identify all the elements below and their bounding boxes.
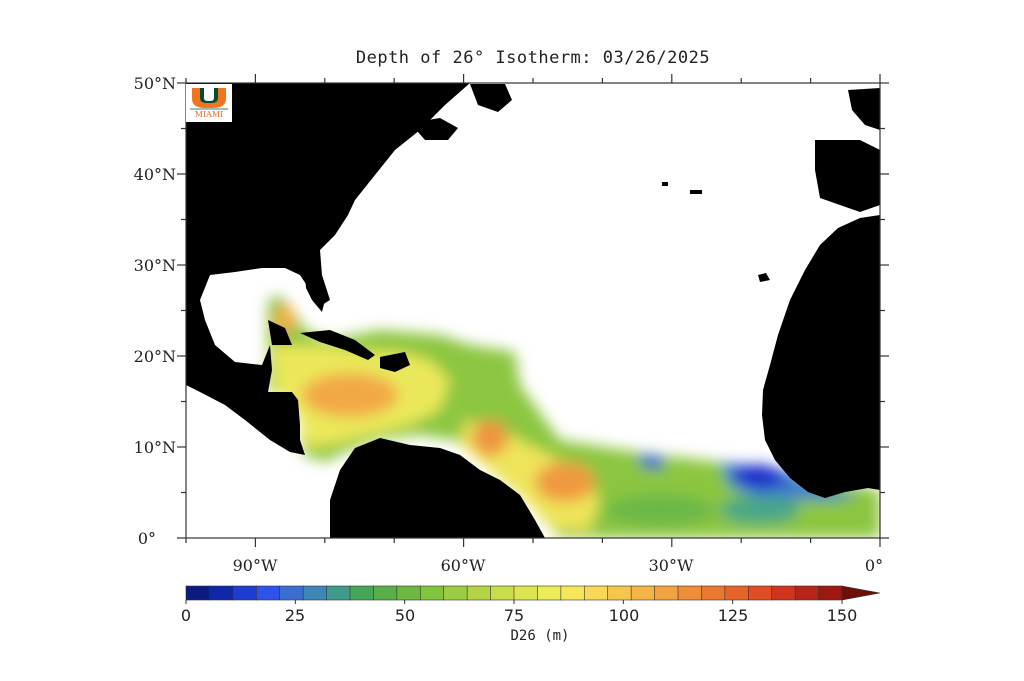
colorbar-tick-100: 100	[608, 606, 640, 625]
newfoundland	[470, 84, 512, 112]
colorbar-swatch	[513, 585, 539, 601]
colorbar-tick-150: 150	[826, 606, 858, 625]
axis-ticks	[177, 74, 889, 547]
logo-text: MIAMI	[194, 110, 224, 119]
colorbar-swatch	[771, 585, 796, 601]
south-america	[330, 438, 545, 538]
north-america	[186, 83, 470, 455]
colorbar-swatch	[396, 585, 421, 601]
colorbar-swatch	[373, 585, 398, 601]
colorbar-swatch	[724, 585, 749, 601]
y-tick-label-10n: 10°N	[133, 438, 176, 457]
colorbar	[185, 585, 881, 604]
colorbar-tick-25: 25	[284, 606, 306, 625]
colorbar-swatch	[490, 585, 515, 601]
colorbar-swatch	[747, 585, 773, 601]
colorbar-swatch	[677, 585, 703, 601]
colorbar-swatch	[349, 585, 375, 601]
colorbar-swatch	[419, 585, 445, 601]
d26-blue-patch	[640, 455, 665, 470]
d26-orange-carib	[302, 373, 398, 417]
colorbar-swatch	[560, 585, 585, 601]
colorbar-swatch	[255, 585, 281, 601]
colorbar-tick-125: 125	[717, 606, 749, 625]
x-tick-label-30w: 30°W	[648, 556, 694, 575]
d26-teal-midatl	[720, 496, 800, 524]
colorbar-swatch	[701, 585, 726, 601]
y-tick-label-50n: 50°N	[133, 74, 176, 93]
colorbar-tick-75: 75	[503, 606, 525, 625]
d26-green-midatl	[605, 494, 715, 526]
colorbar-swatch	[794, 585, 820, 601]
colorbar-overflow-arrow	[841, 585, 881, 601]
colorbar-swatch	[654, 585, 679, 601]
colorbar-tick-50: 50	[394, 606, 416, 625]
canary-islands	[758, 273, 770, 282]
cuba	[300, 330, 375, 360]
x-tick-label-0: 0°	[864, 556, 884, 575]
y-tick-label-0: 0°	[137, 529, 156, 548]
colorbar-swatch	[185, 585, 211, 601]
colorbar-swatch	[279, 585, 304, 601]
d26-guinea-deep-blue	[730, 464, 790, 490]
x-tick-label-90w: 90°W	[232, 556, 278, 575]
florida	[305, 275, 325, 312]
colorbar-swatch	[818, 585, 843, 601]
azores	[662, 182, 702, 194]
u-logo-icon	[190, 88, 228, 110]
africa	[762, 215, 880, 498]
colorbar-swatch	[607, 585, 632, 601]
colorbar-tick-0: 0	[180, 606, 192, 625]
y-tick-label-40n: 40°N	[133, 165, 176, 184]
iberia	[815, 140, 880, 212]
colorbar-swatch	[583, 585, 609, 601]
map-title: Depth of 26° Isotherm: 03/26/2025	[355, 48, 711, 68]
nova-scotia	[410, 118, 458, 140]
colorbar-swatch	[466, 585, 492, 601]
colorbar-swatch	[630, 585, 656, 601]
colorbar-swatch	[232, 585, 257, 601]
d26-orange-brazil	[535, 462, 595, 502]
y-tick-label-30n: 30°N	[133, 256, 176, 275]
university-of-miami-logo: MIAMI	[186, 84, 232, 122]
land	[186, 83, 880, 538]
colorbar-swatch	[326, 585, 351, 601]
ireland-uk	[848, 88, 880, 130]
y-tick-label-20n: 20°N	[133, 347, 176, 366]
x-tick-label-60w: 60°W	[440, 556, 486, 575]
colorbar-swatch	[537, 585, 562, 601]
d26-field	[268, 295, 880, 538]
colorbar-swatch	[209, 585, 234, 601]
yucatan	[268, 320, 292, 345]
hispaniola	[380, 352, 410, 372]
colorbar-swatch	[443, 585, 468, 601]
colorbar-swatch	[302, 585, 328, 601]
d26-orange-guiana	[472, 420, 508, 456]
colorbar-title: D26 (m)	[510, 628, 570, 644]
